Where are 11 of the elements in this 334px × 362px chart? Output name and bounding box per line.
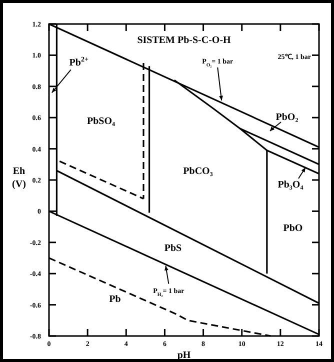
annotation: PbS — [164, 243, 182, 254]
annotation: Pb$^{2+}$ — [69, 56, 88, 69]
annotation: PbSO₄ — [86, 116, 116, 127]
x-axis-title: pH — [177, 350, 191, 361]
annotation: Pb — [109, 294, 122, 305]
y-axis-title: Eh (V) — [12, 166, 26, 190]
annotation: PbO₂ — [276, 112, 298, 123]
text: SISTEM Pb-S-C-O-H — [137, 35, 232, 46]
annotation: PbO — [283, 223, 303, 234]
annotation: Pb₃O₄ — [278, 180, 304, 191]
annotation: PbCO₃ — [183, 166, 213, 177]
